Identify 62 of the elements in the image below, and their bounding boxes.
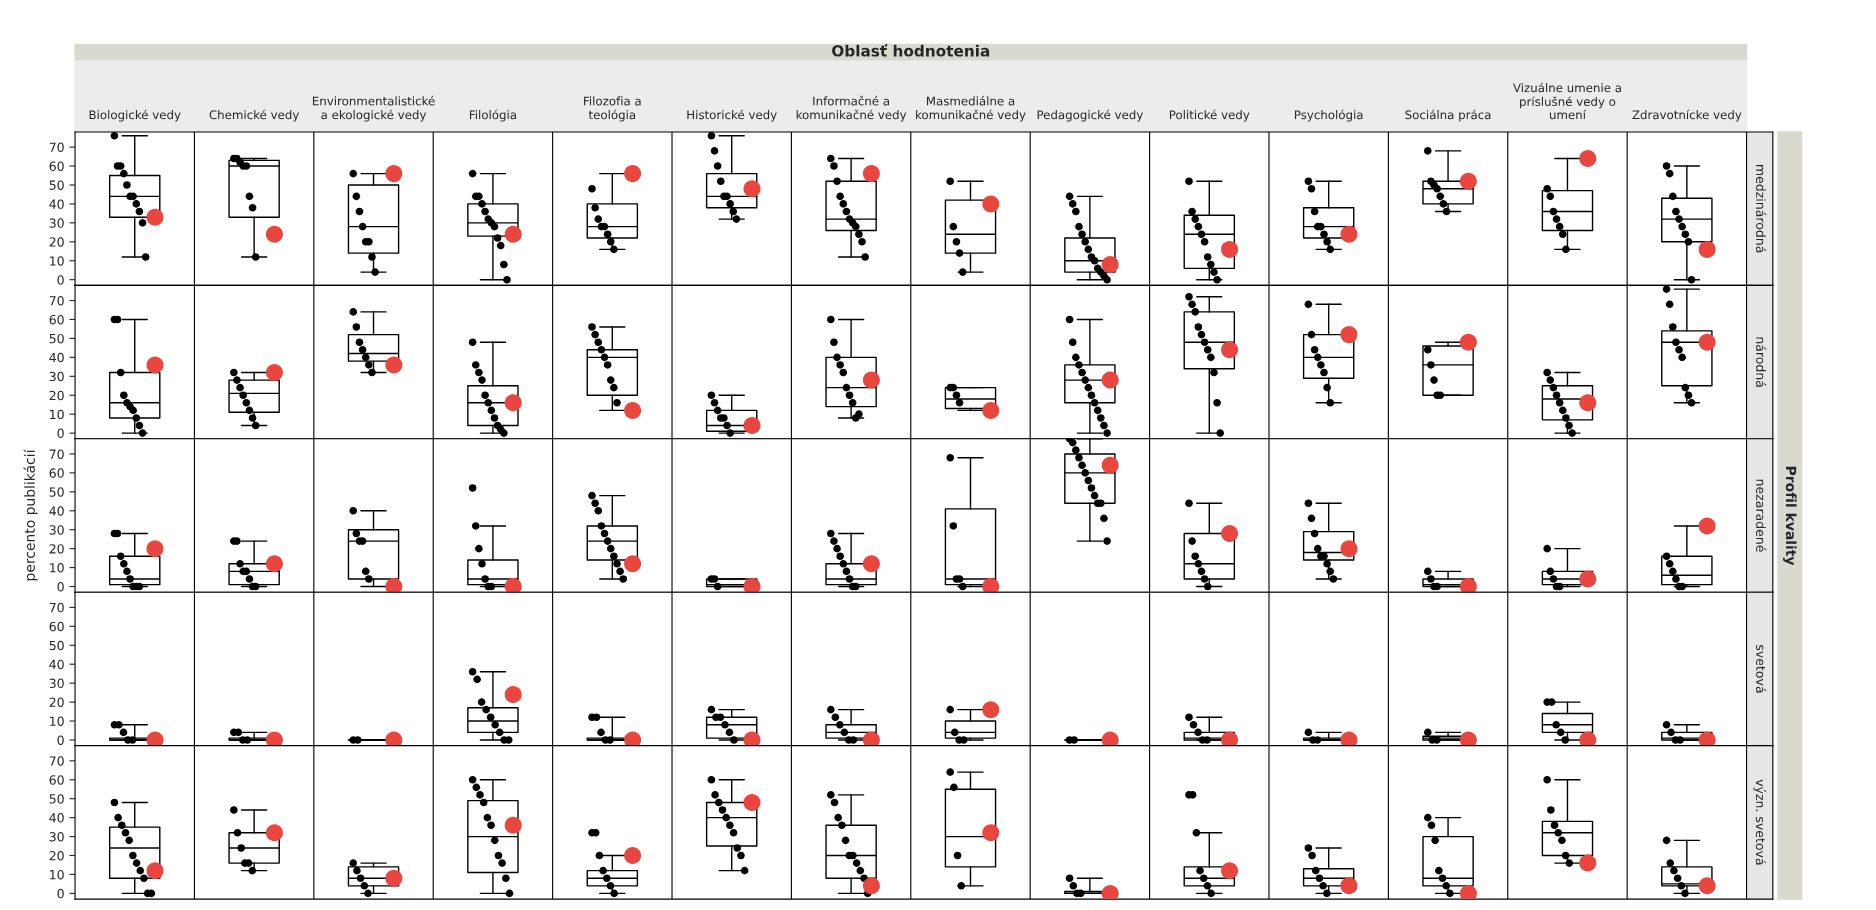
y-tick-label: 20 [49, 544, 64, 554]
y-tick-label: 40 [49, 352, 64, 363]
y-tick-label: 30 [49, 832, 64, 842]
y-tick-label: 10 [50, 869, 64, 880]
y-tick-label: 30 [49, 371, 64, 382]
y-tick-label: 70 [49, 449, 64, 459]
y2-axis-title: Profil kvality [1783, 466, 1797, 566]
y-tick-label: 20 [49, 697, 64, 708]
y-tick-label: 50 [49, 487, 64, 497]
x-tick-label: Politické vedy [1169, 109, 1250, 122]
y-tick-label: 20 [49, 237, 64, 247]
y-tick-label: 10 [50, 256, 64, 266]
y-axis-title: percento publikácií [23, 449, 38, 581]
y-tick-label: 60 [49, 621, 64, 632]
y-tick-label: 50 [49, 333, 64, 344]
x-tick-label: Informačné a komunikačné vedy [796, 95, 907, 122]
text: svetová [1756, 645, 1767, 693]
x-tick-label: Pedagogické vedy [1037, 109, 1143, 122]
y-tick-label: 60 [49, 775, 64, 785]
y-tick-label: 10 [50, 409, 64, 420]
y-tick-label: 70 [49, 142, 64, 153]
chart-title: Oblasť hodnotenia [832, 44, 990, 57]
x-tick-label: Psychológia [1294, 109, 1363, 122]
y-tick-label: 50 [49, 180, 64, 190]
text: nezaradené [1756, 479, 1767, 552]
y-tick-label: 70 [49, 602, 64, 613]
x-tick-label: Historické vedy [687, 109, 777, 122]
y-tick-label: 10 [50, 563, 64, 573]
y-tick-label: 30 [49, 678, 64, 689]
y-tick-label: 20 [49, 390, 64, 401]
y-tick-label: 40 [49, 659, 64, 670]
y-tick-label: 0 [57, 428, 64, 439]
text: medzinárodná [1756, 165, 1767, 253]
x-tick-label: Biologické vedy [89, 109, 181, 122]
x-tick-label: Vizuálne umenie a príslušné vedy o umení [1513, 82, 1621, 120]
y-tick-label: 60 [49, 161, 64, 171]
y-tick-label: 0 [57, 888, 64, 899]
x-tick-label: Environmentalistické a ekologické vedy [312, 95, 435, 122]
x-tick-label: Filológia [469, 109, 516, 122]
y-tick-label: 40 [49, 199, 64, 209]
y-tick-label: 70 [49, 296, 64, 306]
text: význ. svetová [1753, 779, 1766, 865]
y-tick-label: 40 [49, 813, 64, 823]
y-tick-label: 0 [57, 582, 64, 592]
y-tick-label: 50 [49, 640, 64, 651]
x-tick-label: Chemické vedy [209, 109, 299, 122]
y-tick-label: 0 [57, 735, 64, 745]
y-tick-label: 60 [49, 314, 64, 325]
y-tick-label: 10 [50, 716, 64, 726]
x-tick-label: Masmediálne a komunikačné vedy [916, 95, 1026, 122]
y-tick-label: 40 [49, 506, 64, 516]
y-tick-label: 20 [49, 850, 64, 861]
x-tick-label: Filozofia a teológia [584, 96, 641, 122]
x-tick-label: Sociálna práca [1405, 109, 1491, 122]
y-tick-label: 30 [49, 525, 64, 535]
y-tick-label: 70 [49, 756, 64, 766]
y-tick-label: 50 [49, 794, 64, 804]
y-tick-label: 30 [49, 218, 64, 228]
y-tick-label: 0 [57, 275, 64, 285]
y-tick-label: 60 [49, 468, 64, 478]
text: národná [1756, 337, 1767, 387]
x-tick-label: Zdravotnícke vedy [1632, 109, 1742, 122]
